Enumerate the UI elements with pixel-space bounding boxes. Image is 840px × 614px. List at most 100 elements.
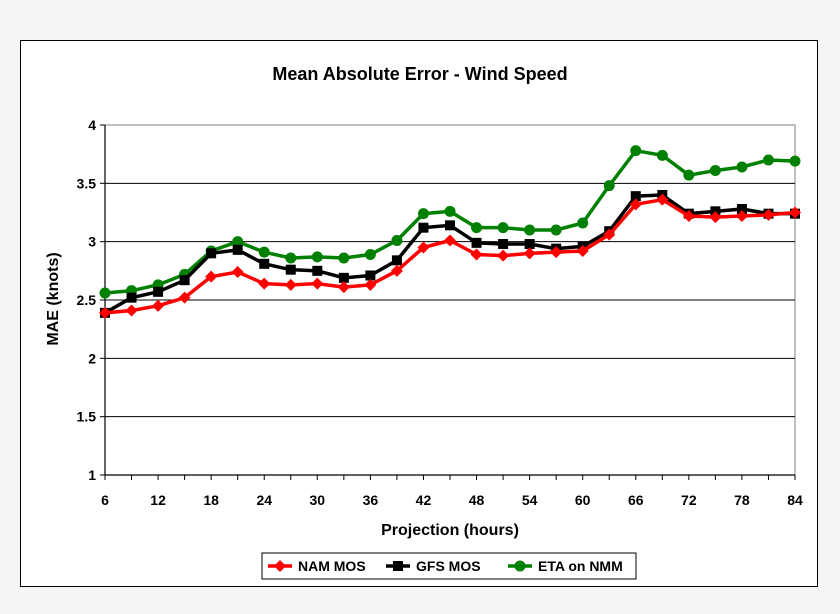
- y-tick-label: 3.5: [77, 175, 97, 191]
- data-point: [682, 210, 695, 222]
- data-point: [656, 149, 668, 161]
- y-tick-labels: 1 1.5 2 2.5 3 3.5 4: [77, 117, 97, 483]
- data-point: [258, 277, 271, 290]
- legend: NAM MOS GFS MOS ETA on NMM: [261, 552, 637, 580]
- data-point: [524, 224, 536, 236]
- data-point: [338, 252, 350, 264]
- data-point: [338, 272, 349, 283]
- series-nam-mos: [99, 193, 801, 319]
- data-point: [99, 306, 111, 319]
- x-tick-label: 12: [150, 492, 166, 508]
- x-tick-label: 84: [787, 492, 803, 508]
- x-tick-label: 60: [575, 492, 591, 508]
- legend-items: NAM MOS GFS MOS ETA on NMM: [268, 558, 623, 574]
- y-axis-label: MAE (knots): [45, 252, 62, 345]
- data-point: [232, 244, 243, 255]
- data-point: [311, 277, 324, 290]
- y-tick-label: 2: [88, 350, 96, 366]
- data-point: [311, 251, 323, 263]
- data-point: [232, 236, 244, 248]
- data-point: [444, 234, 456, 247]
- data-point: [789, 155, 801, 167]
- data-point: [126, 292, 137, 303]
- data-point: [364, 278, 377, 291]
- chart-title: Mean Absolute Error - Wind Speed: [272, 64, 567, 84]
- data-point: [259, 258, 270, 269]
- data-point: [762, 154, 774, 166]
- x-tick-label: 48: [469, 492, 485, 508]
- data-point: [178, 291, 191, 304]
- x-axis-label: Projection (hours): [381, 522, 519, 539]
- data-point: [709, 165, 721, 176]
- y-tick-label: 1.5: [77, 409, 97, 425]
- data-point: [736, 161, 748, 173]
- data-point: [337, 281, 350, 294]
- data-point: [444, 205, 456, 217]
- axes: [100, 124, 796, 480]
- x-tick-label: 66: [628, 492, 644, 508]
- data-point: [418, 222, 429, 233]
- data-point: [231, 266, 244, 278]
- data-point: [125, 304, 138, 317]
- data-point: [550, 246, 563, 259]
- data-point: [709, 211, 722, 224]
- legend-label: GFS MOS: [416, 558, 481, 574]
- x-tick-label: 42: [416, 492, 432, 508]
- data-point: [550, 224, 562, 236]
- data-point: [735, 210, 748, 222]
- data-point: [630, 191, 641, 202]
- data-point: [497, 222, 509, 234]
- legend-marker: [393, 561, 403, 571]
- data-point: [603, 180, 615, 192]
- x-tick-label: 6: [101, 492, 109, 508]
- data-point: [390, 264, 403, 277]
- data-point: [497, 249, 510, 262]
- x-tick-labels: 6 12 18 24 30 36 42 48 54 60 66 72 78 84: [101, 492, 803, 508]
- data-point: [152, 299, 165, 312]
- x-tick-label: 54: [522, 492, 538, 508]
- data-point: [417, 208, 429, 220]
- data-point: [789, 206, 801, 219]
- x-tick-label: 78: [734, 492, 750, 508]
- data-point: [523, 247, 536, 260]
- x-tick-label: 24: [256, 492, 272, 508]
- data-point: [471, 237, 482, 248]
- x-tick-label: 30: [310, 492, 326, 508]
- data-point: [284, 278, 297, 291]
- legend-box: [261, 552, 637, 580]
- legend-marker: [274, 560, 286, 572]
- data-point: [205, 270, 218, 283]
- y-tick-label: 2.5: [77, 292, 97, 308]
- data-point: [364, 249, 376, 260]
- data-point: [153, 286, 164, 297]
- data-point: [445, 220, 455, 231]
- data-point: [630, 145, 642, 157]
- data-point: [471, 222, 483, 234]
- series-lines: [99, 145, 801, 319]
- data-point: [365, 270, 376, 281]
- y-tick-label: 3: [88, 234, 96, 250]
- data-point: [285, 264, 296, 275]
- data-point: [285, 252, 297, 264]
- legend-label: NAM MOS: [298, 558, 366, 574]
- grid-lines: [105, 182, 795, 418]
- data-point: [736, 204, 747, 214]
- data-point: [629, 198, 642, 211]
- data-point: [99, 287, 111, 299]
- data-point: [577, 217, 589, 229]
- data-point: [312, 265, 323, 276]
- x-tick-label: 36: [363, 492, 379, 508]
- x-tick-label: 18: [203, 492, 219, 508]
- data-point: [206, 248, 217, 259]
- data-point: [498, 239, 509, 249]
- y-tick-label: 1: [88, 467, 96, 483]
- data-point: [656, 193, 669, 206]
- y-tick-label: 4: [88, 117, 96, 133]
- data-point: [576, 245, 589, 257]
- series-eta-on-nmm: [99, 145, 801, 299]
- data-point: [470, 248, 483, 261]
- legend-marker: [514, 560, 526, 572]
- data-point: [258, 246, 270, 258]
- data-point: [391, 235, 403, 246]
